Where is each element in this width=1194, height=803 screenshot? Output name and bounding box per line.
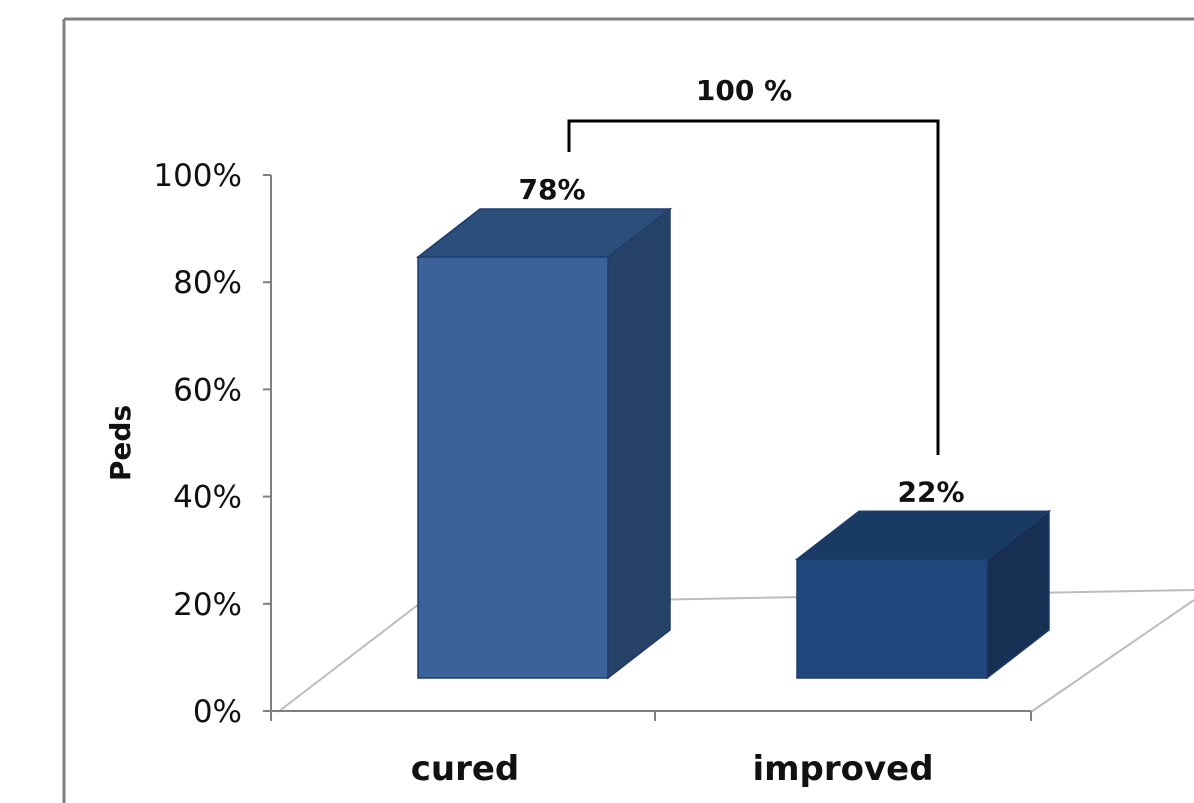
chart-frame [62, 17, 1194, 803]
bar-cured [415, 207, 673, 680]
y-axis-title: Peds [104, 405, 137, 481]
bar-side-face [607, 207, 671, 680]
bracket-line [567, 119, 940, 455]
chart-axes [263, 174, 1032, 721]
category-label-cured: cured [411, 749, 520, 789]
data-labels: 78% 22% [518, 173, 964, 508]
y-tick-label: 40% [173, 480, 242, 516]
y-tick-label: 60% [173, 372, 242, 408]
data-label-improved: 22% [897, 475, 964, 508]
bar-improved [794, 509, 1052, 680]
y-tick-labels: 0% 20% 40% 60% 80% 100% [153, 158, 242, 730]
floor-right-edge [1030, 599, 1194, 713]
chart-floor [277, 589, 1194, 713]
bar-front-face [796, 558, 988, 679]
bracket-label: 100 % [696, 74, 792, 107]
y-tick-label: 80% [173, 265, 242, 301]
y-tick-label: 0% [193, 694, 242, 730]
data-label-cured: 78% [518, 173, 585, 206]
category-label-improved: improved [752, 749, 933, 789]
bars [415, 207, 1052, 680]
category-labels: cured improved [411, 749, 934, 789]
y-tick-label: 20% [173, 587, 242, 623]
total-bracket: 100 % [567, 74, 940, 455]
bar-front-face [417, 256, 609, 679]
y-tick-label: 100% [153, 158, 242, 194]
